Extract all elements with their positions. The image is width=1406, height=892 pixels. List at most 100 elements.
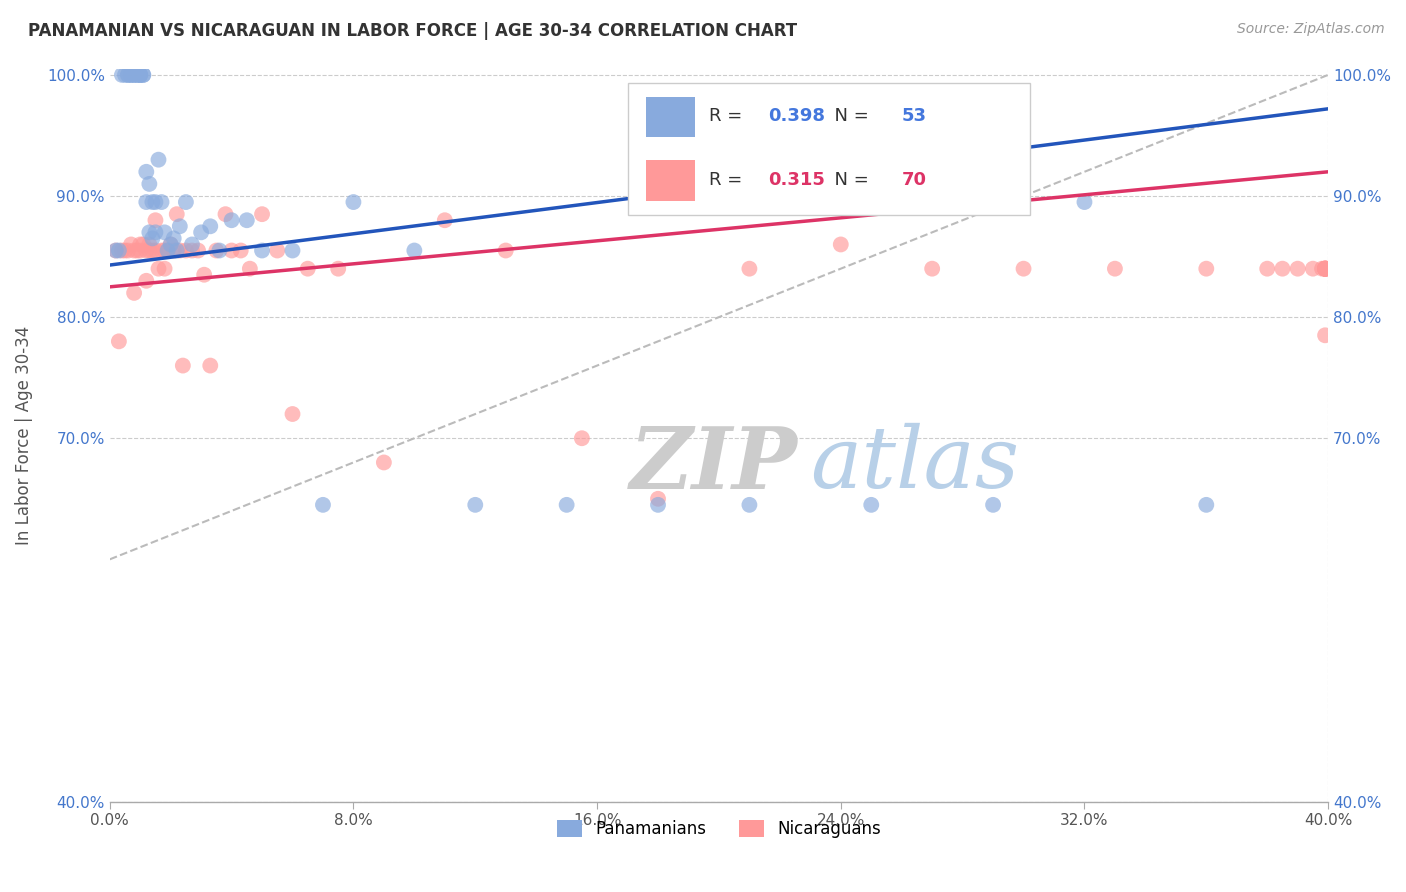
Text: R =: R = <box>709 107 748 126</box>
Point <box>281 407 304 421</box>
Point <box>1286 261 1309 276</box>
Point <box>404 244 426 258</box>
Point <box>571 431 593 445</box>
Point <box>1310 261 1333 276</box>
Point <box>1313 261 1336 276</box>
Point <box>145 244 167 258</box>
Point <box>1313 261 1336 276</box>
Point <box>138 177 160 191</box>
Point <box>138 237 160 252</box>
Point <box>148 261 170 276</box>
Point <box>138 225 160 239</box>
Point <box>266 244 288 258</box>
Point <box>921 261 943 276</box>
Point <box>221 244 243 258</box>
Point <box>166 244 188 258</box>
Point <box>135 274 157 288</box>
Point <box>738 261 761 276</box>
Point <box>117 68 139 82</box>
Point <box>464 498 486 512</box>
Point <box>122 244 145 258</box>
Point <box>129 68 152 82</box>
Text: atlas: atlas <box>810 423 1019 506</box>
Point <box>104 244 127 258</box>
Point <box>120 68 142 82</box>
Point <box>1313 261 1336 276</box>
Point <box>1313 261 1336 276</box>
Legend: Panamanians, Nicaraguans: Panamanians, Nicaraguans <box>550 813 889 845</box>
Point <box>108 334 131 349</box>
Point <box>647 498 669 512</box>
Point <box>129 244 152 258</box>
Point <box>150 195 173 210</box>
Text: N =: N = <box>823 171 875 189</box>
Text: Source: ZipAtlas.com: Source: ZipAtlas.com <box>1237 22 1385 37</box>
Point <box>236 213 259 227</box>
Point <box>117 244 139 258</box>
Point <box>1195 261 1218 276</box>
Point <box>156 244 179 258</box>
Point <box>135 195 157 210</box>
Point <box>145 213 167 227</box>
Point <box>250 244 273 258</box>
Point <box>135 165 157 179</box>
Point <box>200 219 222 234</box>
Point <box>1195 498 1218 512</box>
Point <box>229 244 252 258</box>
Point <box>239 261 262 276</box>
Point <box>1104 261 1126 276</box>
Point <box>1256 261 1278 276</box>
Point <box>1012 261 1035 276</box>
Point <box>120 237 142 252</box>
Point <box>174 195 197 210</box>
Point <box>200 359 222 373</box>
Text: ZIP: ZIP <box>630 423 799 507</box>
Text: R =: R = <box>709 171 748 189</box>
Point <box>174 244 197 258</box>
Point <box>250 207 273 221</box>
Point <box>181 237 204 252</box>
Point <box>1313 261 1336 276</box>
Point <box>141 195 163 210</box>
Text: 70: 70 <box>901 171 927 189</box>
Point <box>169 219 191 234</box>
Point <box>111 244 134 258</box>
Text: 0.315: 0.315 <box>768 171 824 189</box>
Point <box>156 244 179 258</box>
Point <box>328 261 350 276</box>
Point <box>122 68 145 82</box>
Point <box>373 455 395 469</box>
Point <box>120 68 142 82</box>
Point <box>129 68 152 82</box>
Point <box>1316 261 1339 276</box>
Point <box>208 244 231 258</box>
Point <box>433 213 456 227</box>
Point <box>104 244 127 258</box>
Point <box>127 244 149 258</box>
Point <box>114 244 136 258</box>
Point <box>153 261 176 276</box>
Point <box>145 225 167 239</box>
Point <box>145 195 167 210</box>
Point <box>981 498 1004 512</box>
Point <box>181 244 204 258</box>
Point <box>312 498 335 512</box>
Point <box>221 213 243 227</box>
Point <box>169 244 191 258</box>
Point <box>122 68 145 82</box>
Point <box>141 231 163 245</box>
Point <box>297 261 319 276</box>
Point <box>860 498 883 512</box>
Text: N =: N = <box>823 107 875 126</box>
FancyBboxPatch shape <box>645 96 695 137</box>
Point <box>129 237 152 252</box>
Point <box>172 359 194 373</box>
Point <box>214 207 236 221</box>
Text: PANAMANIAN VS NICARAGUAN IN LABOR FORCE | AGE 30-34 CORRELATION CHART: PANAMANIAN VS NICARAGUAN IN LABOR FORCE … <box>28 22 797 40</box>
Point <box>135 244 157 258</box>
Y-axis label: In Labor Force | Age 30-34: In Labor Force | Age 30-34 <box>15 326 32 545</box>
Point <box>132 68 155 82</box>
Point <box>122 285 145 300</box>
Point <box>495 244 517 258</box>
Point <box>738 498 761 512</box>
